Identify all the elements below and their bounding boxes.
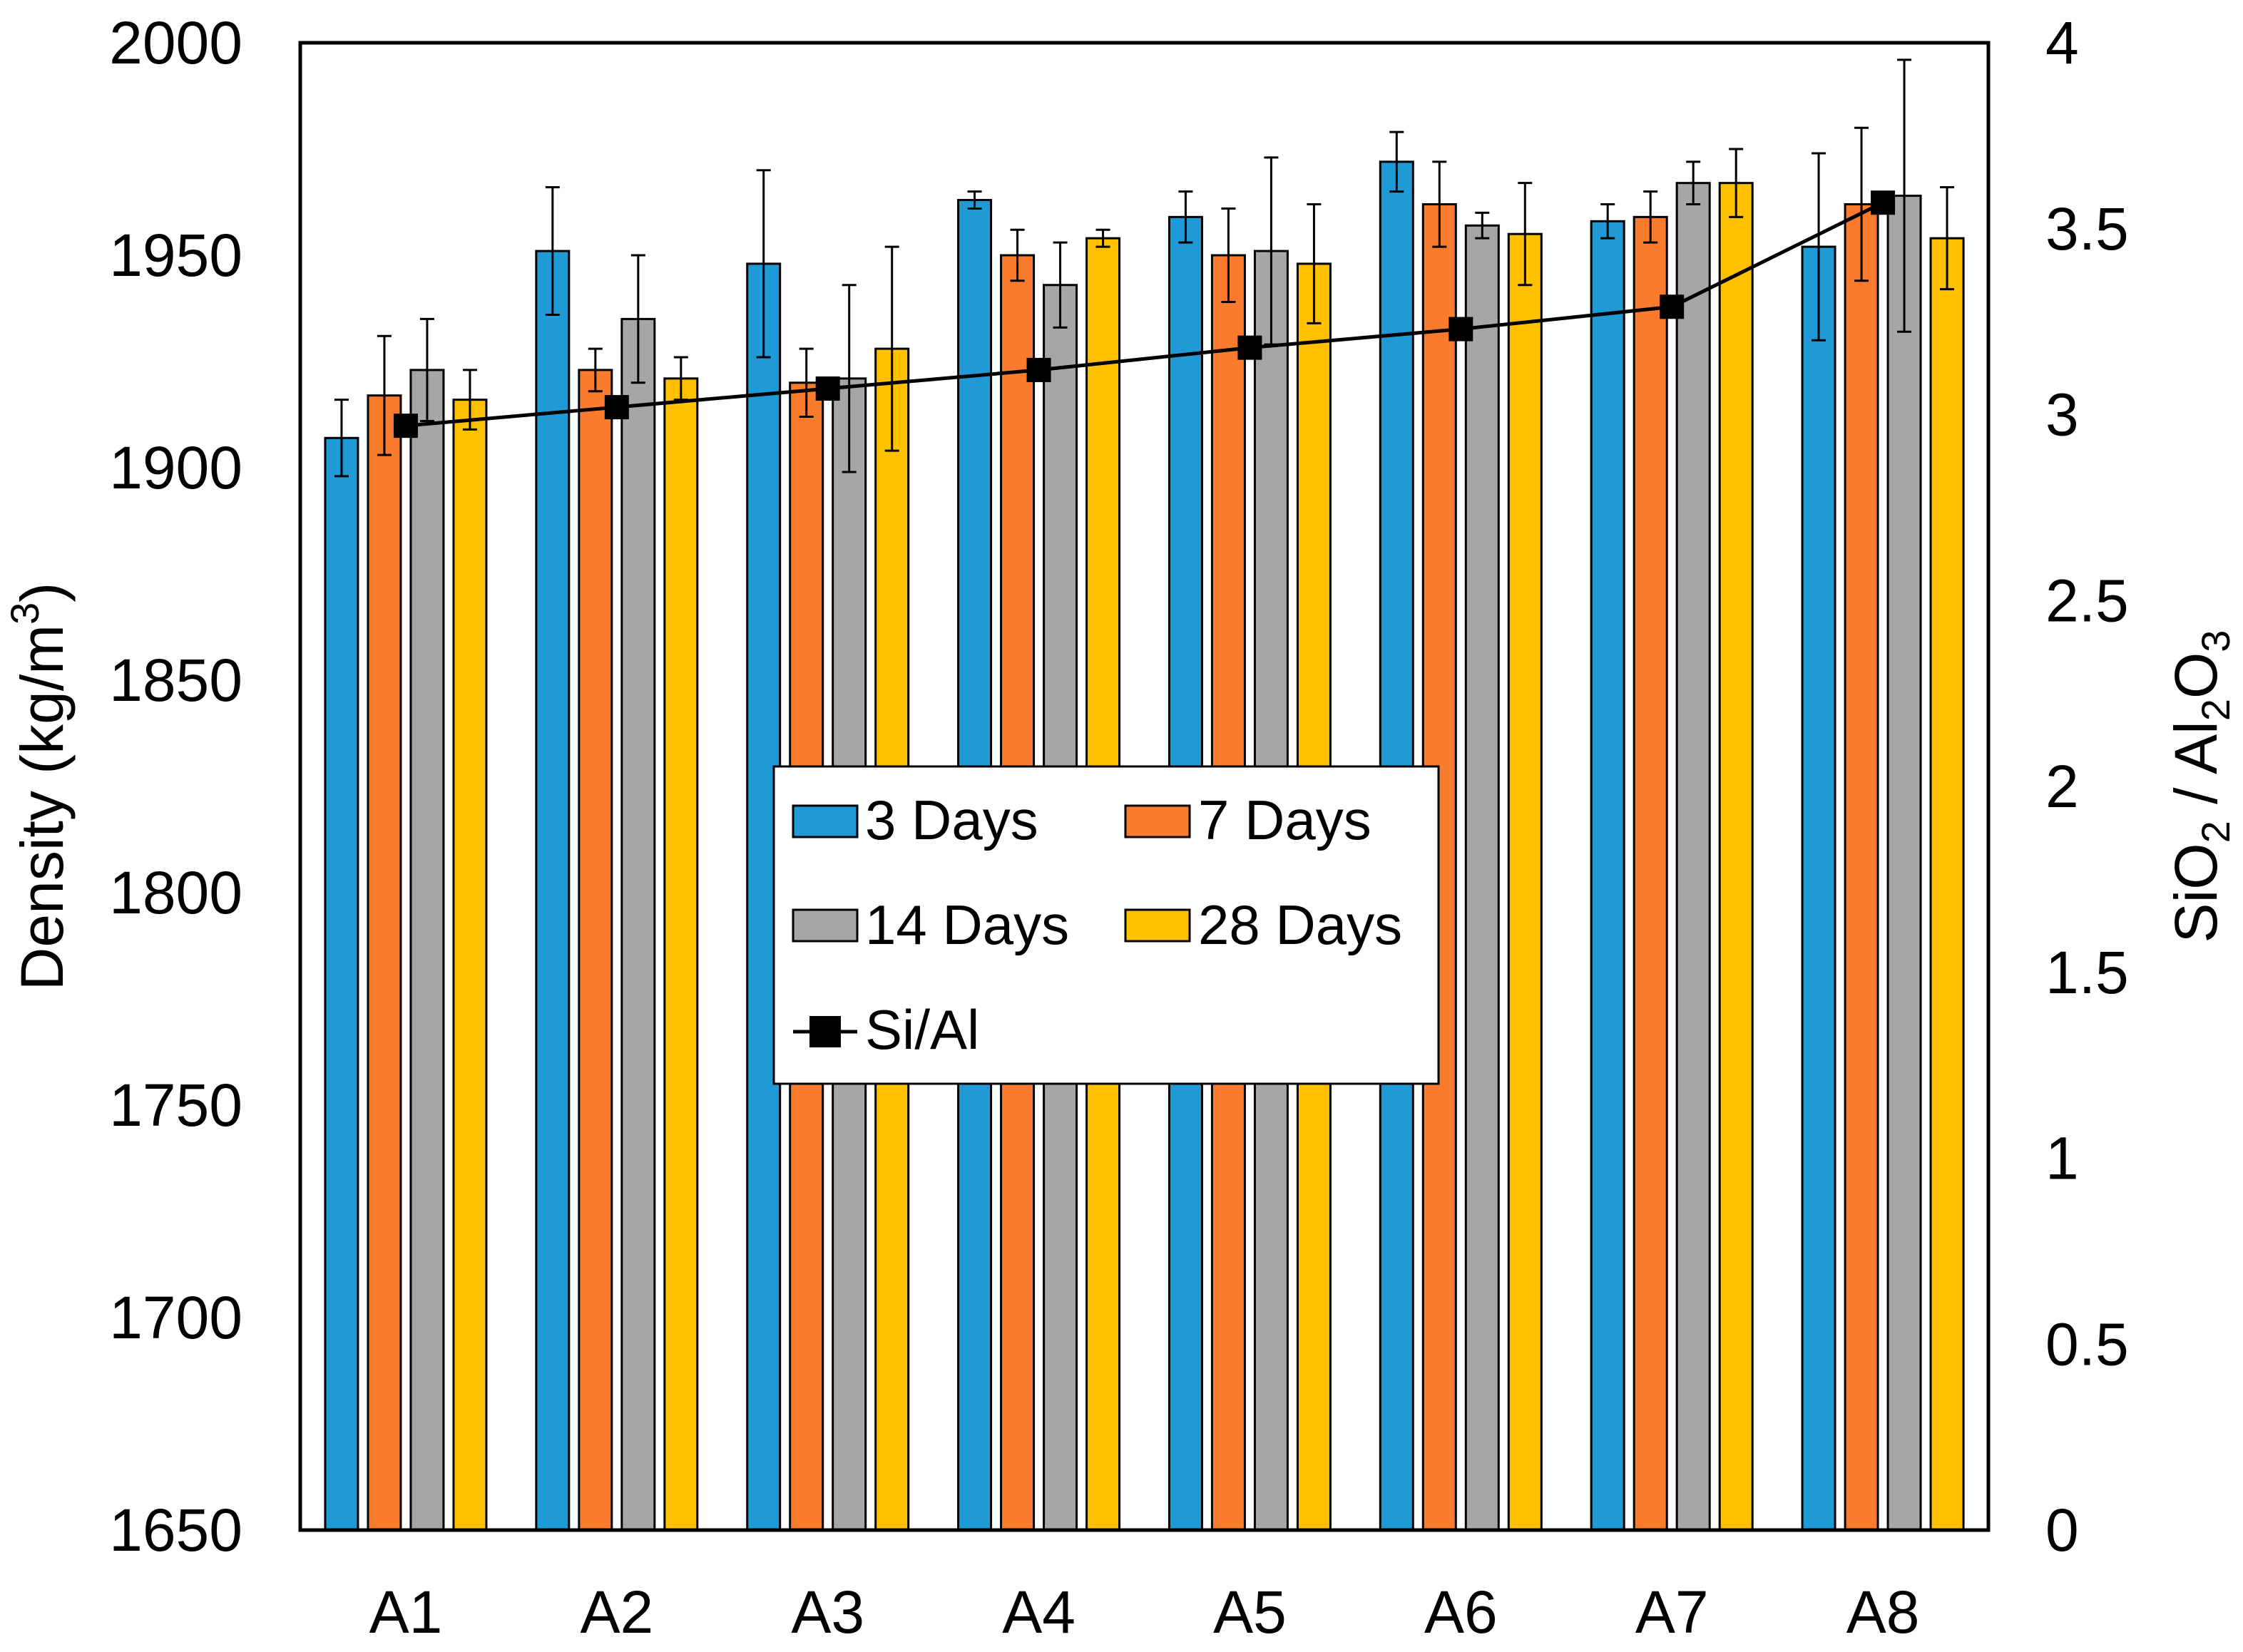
legend-label-3-days: 3 Days xyxy=(865,789,1038,851)
y2-tick-label-1-5: 1.5 xyxy=(2045,939,2129,1006)
y-axis-title-sup: 3 xyxy=(2,602,47,625)
bar-a2-28-days xyxy=(663,377,699,1532)
bar-a6-14-days xyxy=(1464,224,1500,1532)
si-al-marker-a8 xyxy=(1871,190,1896,215)
x-axis-ticks: A1 A2 A3 A4 A5 A6 A7 A8 xyxy=(369,1579,1920,1646)
bar-a7-7-days xyxy=(1633,215,1668,1532)
si-al-marker-a4 xyxy=(1026,357,1051,382)
bar-a8-7-days xyxy=(1844,202,1879,1532)
bar-a1-3-days xyxy=(324,436,359,1532)
bar-a7-14-days xyxy=(1675,182,1711,1532)
y2-tick-label-3: 3 xyxy=(2045,381,2079,448)
bar-a2-7-days xyxy=(578,369,613,1532)
y-tick-label-1900: 1900 xyxy=(109,434,242,501)
y-axis-title-end: ) xyxy=(9,583,76,602)
si-al-marker-a3 xyxy=(815,376,840,401)
bar-a1-14-days xyxy=(409,369,445,1532)
legend-label-si-al: Si/Al xyxy=(865,998,979,1061)
legend: 3 Days 7 Days 14 Days 28 Days Si/Al xyxy=(772,765,1440,1085)
legend-label-28-days: 28 Days xyxy=(1198,893,1402,956)
left-axis-ticks: 1650 1700 1750 1800 1850 1900 1950 2000 xyxy=(109,9,242,1564)
y-tick-label-1850: 1850 xyxy=(109,647,242,714)
bar-a6-28-days xyxy=(1507,232,1543,1532)
x-tick-label-a2: A2 xyxy=(580,1579,653,1646)
y2-tick-label-0: 0 xyxy=(2045,1497,2079,1564)
y2-title-sub-b: 2 xyxy=(2193,699,2238,721)
bar-a1-7-days xyxy=(367,394,402,1532)
y-tick-label-1950: 1950 xyxy=(109,222,242,289)
bar-a2-3-days xyxy=(535,250,571,1532)
y2-title-part-a: SiO xyxy=(2162,843,2229,943)
y2-title-sub-c: 3 xyxy=(2193,630,2238,652)
bar-a8-14-days xyxy=(1886,195,1922,1532)
bar-a7-28-days xyxy=(1718,182,1754,1532)
x-tick-label-a5: A5 xyxy=(1213,1579,1287,1646)
x-tick-label-a8: A8 xyxy=(1846,1579,1920,1646)
legend-label-7-days: 7 Days xyxy=(1198,789,1371,851)
y2-tick-label-2-5: 2.5 xyxy=(2045,567,2129,634)
bar-a8-28-days xyxy=(1929,237,1965,1532)
y-tick-label-1650: 1650 xyxy=(109,1497,242,1564)
bar-a8-3-days xyxy=(1801,245,1836,1532)
y-tick-label-1800: 1800 xyxy=(109,859,242,926)
si-al-line xyxy=(405,201,1884,428)
si-al-marker-a7 xyxy=(1660,294,1685,319)
bar-a1-28-days xyxy=(452,399,488,1532)
legend-swatch-3-days xyxy=(792,804,859,838)
y2-tick-label-3-5: 3.5 xyxy=(2045,195,2129,262)
x-tick-label-a6: A6 xyxy=(1424,1579,1498,1646)
bar-a2-14-days xyxy=(620,317,656,1532)
y2-tick-label-1: 1 xyxy=(2045,1125,2079,1192)
right-axis-ticks: 0 0.5 1 1.5 2 2.5 3 3.5 4 xyxy=(2045,9,2129,1564)
y2-title-part-b: / Al xyxy=(2162,721,2229,821)
y-tick-label-1700: 1700 xyxy=(109,1284,242,1351)
legend-label-14-days: 14 Days xyxy=(865,893,1069,956)
y-tick-label-2000: 2000 xyxy=(109,9,242,76)
x-tick-label-a1: A1 xyxy=(369,1579,443,1646)
bar-a7-3-days xyxy=(1590,220,1625,1532)
y-axis-title: Density (kg/m3) xyxy=(2,583,76,991)
x-tick-label-a3: A3 xyxy=(791,1579,864,1646)
x-tick-label-a4: A4 xyxy=(1002,1579,1075,1646)
legend-swatch-28-days xyxy=(1124,908,1191,943)
y-tick-label-1750: 1750 xyxy=(109,1072,242,1139)
y2-axis-title: SiO2 / Al2O3 xyxy=(2162,630,2238,943)
y2-title-sub-a: 2 xyxy=(2193,821,2238,843)
x-tick-label-a7: A7 xyxy=(1635,1579,1709,1646)
si-al-marker-a5 xyxy=(1237,335,1262,360)
si-al-marker-a2 xyxy=(604,395,629,420)
plot-area-frame xyxy=(298,41,1991,1532)
y2-tick-label-4: 4 xyxy=(2045,9,2079,76)
si-al-marker-a1 xyxy=(393,414,418,438)
y-axis-title-main: Density (kg/m xyxy=(9,625,76,990)
legend-marker-si-al xyxy=(809,1016,841,1047)
legend-swatch-14-days xyxy=(792,908,859,943)
si-al-line-layer xyxy=(393,190,1896,438)
y2-tick-label-2: 2 xyxy=(2045,753,2079,820)
y2-title-part-c: O xyxy=(2162,652,2229,699)
y2-tick-label-0-5: 0.5 xyxy=(2045,1310,2129,1377)
si-al-marker-a6 xyxy=(1449,317,1473,342)
legend-box xyxy=(772,765,1440,1085)
legend-swatch-7-days xyxy=(1124,804,1191,838)
